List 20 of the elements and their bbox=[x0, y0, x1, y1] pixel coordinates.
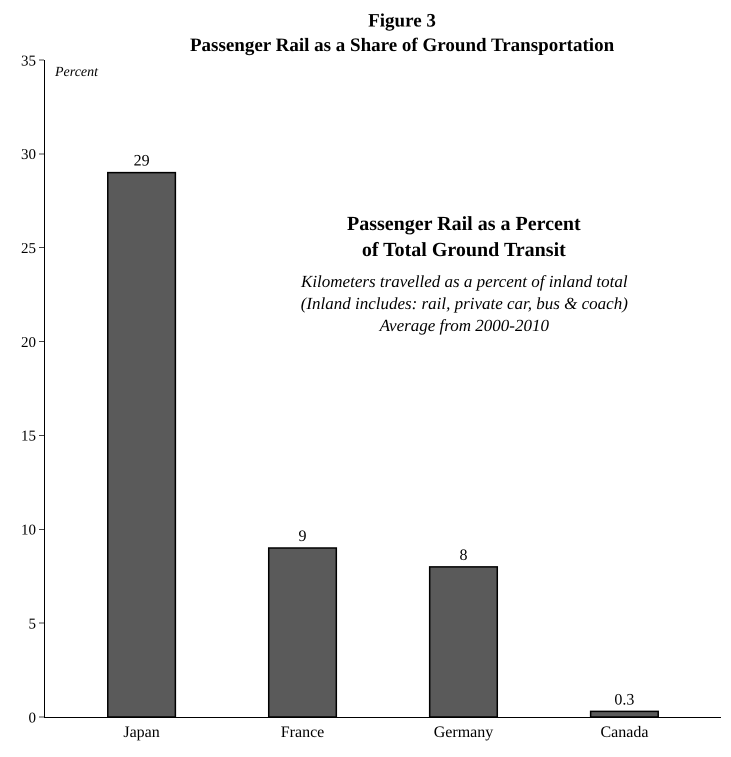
y-tick-label: 15 bbox=[21, 428, 36, 445]
annotation: Passenger Rail as a Percent of Total Ground Transit bbox=[347, 213, 581, 261]
chart-title: Figure 3 Passenger Rail as a Share of Ground Transportation bbox=[190, 10, 615, 56]
data-label: 29 bbox=[134, 152, 150, 170]
annotation: Kilometers travelled as a percent of inland total (Inland includes: rail, private car, bus & coach) Average from 2000-2010 bbox=[300, 272, 628, 336]
y-tick-label: 25 bbox=[21, 240, 36, 257]
y-tick-label: 5 bbox=[28, 616, 36, 632]
x-tick-label: Canada bbox=[600, 724, 648, 742]
x-tick-label: Japan bbox=[123, 724, 160, 742]
data-label: 8 bbox=[459, 546, 468, 564]
y-tick-label: 10 bbox=[21, 522, 36, 539]
x-tick-label: Germany bbox=[434, 724, 494, 742]
data-label: 0.3 bbox=[614, 691, 634, 708]
y-tick-label: 20 bbox=[21, 334, 36, 351]
y-axis-title: Percent bbox=[54, 65, 100, 80]
y-tick-label: 0 bbox=[28, 710, 36, 726]
y-tick-label: 30 bbox=[21, 147, 36, 164]
data-label: 9 bbox=[298, 528, 307, 546]
x-tick-label: France bbox=[280, 724, 324, 742]
y-tick-label: 35 bbox=[21, 53, 36, 70]
